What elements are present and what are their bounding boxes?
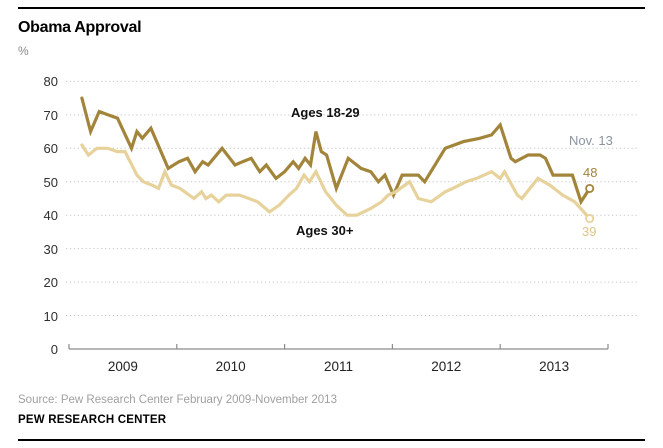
series-label-ages-18-29: Ages 18-29 [291,105,360,120]
y-axis-tick-label-50: 50 [43,174,58,190]
y-axis-tick-label-30: 30 [43,241,58,257]
line-ages-18-29 [80,96,592,206]
unit-label: % [18,44,29,58]
y-axis-tick-label-70: 70 [43,107,58,123]
end-value-ages-30plus: 39 [582,224,597,239]
x-axis-year-label-2013: 2013 [539,359,570,374]
y-axis-tick-label-40: 40 [43,208,58,224]
y-axis-tick-label-60: 60 [43,141,58,157]
x-axis-year-label-2010: 2010 [215,359,246,374]
y-axis-tick-label-10: 10 [43,308,58,324]
endpoint-marker-ages-18-29 [585,183,595,193]
line-ages-30- [80,143,592,221]
end-value-ages-18-29: 48 [583,165,598,180]
bottom-rule [18,439,645,441]
x-axis-year-label-2012: 2012 [431,359,462,374]
source-note: Source: Pew Research Center February 200… [18,394,337,406]
y-axis-tick-label-20: 20 [43,275,58,291]
endpoint-marker-ages-30- [585,214,595,224]
series-label-ages-30plus: Ages 30+ [296,223,354,238]
x-axis-year-label-2009: 2009 [107,359,138,374]
y-axis-tick-label-0: 0 [50,342,58,357]
top-rule [18,7,645,9]
pew-branding: PEW RESEARCH CENTER [18,414,167,426]
x-axis-year-label-2011: 2011 [323,359,354,374]
y-axis-tick-label-80: 80 [43,74,58,90]
annotation-end-date: Nov. 13 [569,133,613,148]
page-title: Obama Approval [18,19,142,36]
